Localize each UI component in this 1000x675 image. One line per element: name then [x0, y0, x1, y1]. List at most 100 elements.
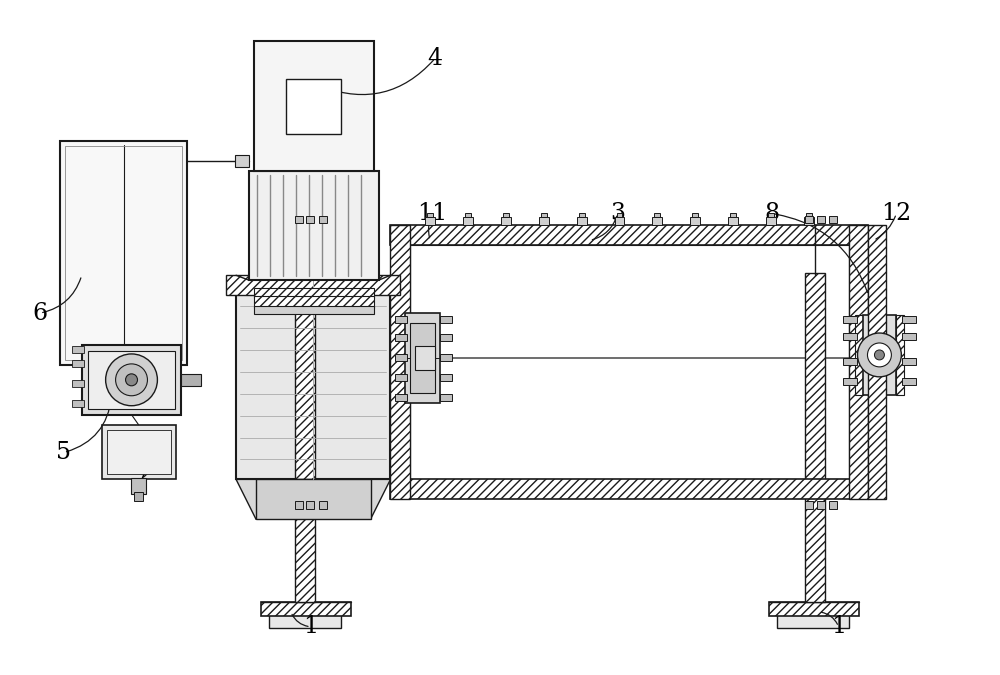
Circle shape: [126, 374, 137, 386]
Circle shape: [867, 343, 891, 367]
Bar: [295, 273, 315, 602]
Bar: [427, 213, 433, 217]
Bar: [692, 213, 698, 217]
Bar: [256, 479, 371, 519]
Bar: [306, 215, 314, 223]
Bar: [254, 288, 374, 298]
Bar: [405, 313, 440, 403]
Bar: [319, 215, 327, 223]
Bar: [863, 315, 896, 395]
Bar: [395, 354, 407, 361]
Bar: [395, 394, 407, 401]
Bar: [286, 79, 341, 134]
Bar: [235, 155, 249, 167]
Bar: [896, 315, 904, 395]
Bar: [306, 502, 314, 510]
Bar: [249, 171, 379, 280]
Bar: [390, 225, 410, 500]
Text: 12: 12: [881, 202, 911, 225]
Text: 3: 3: [610, 202, 625, 225]
Text: 11: 11: [417, 202, 447, 225]
Circle shape: [116, 364, 147, 396]
Bar: [577, 217, 587, 225]
Bar: [102, 425, 176, 479]
Bar: [60, 141, 187, 365]
Bar: [415, 346, 435, 370]
Bar: [805, 273, 825, 602]
Bar: [806, 213, 812, 217]
Bar: [440, 394, 452, 401]
Circle shape: [858, 333, 901, 377]
Bar: [769, 602, 859, 616]
Bar: [843, 378, 857, 385]
Bar: [654, 213, 660, 217]
Circle shape: [106, 354, 157, 406]
Bar: [902, 358, 916, 365]
Bar: [261, 602, 351, 616]
Circle shape: [874, 350, 884, 360]
Bar: [134, 492, 143, 502]
Text: 1: 1: [303, 616, 318, 639]
Bar: [805, 502, 813, 510]
Bar: [541, 213, 547, 217]
Bar: [181, 374, 201, 386]
Bar: [72, 346, 84, 353]
Bar: [902, 378, 916, 385]
Bar: [395, 334, 407, 341]
Bar: [817, 502, 825, 510]
Bar: [615, 217, 624, 225]
Bar: [805, 215, 813, 223]
Bar: [463, 217, 473, 225]
Text: 7: 7: [134, 467, 149, 490]
Bar: [829, 215, 837, 223]
Bar: [730, 213, 736, 217]
Bar: [652, 217, 662, 225]
Bar: [395, 316, 407, 323]
Bar: [868, 225, 886, 500]
Bar: [319, 502, 327, 510]
Bar: [817, 215, 825, 223]
Bar: [254, 306, 374, 314]
Bar: [440, 316, 452, 323]
Bar: [395, 374, 407, 381]
Bar: [579, 213, 585, 217]
Bar: [72, 380, 84, 387]
Bar: [849, 225, 868, 500]
Polygon shape: [236, 479, 390, 519]
Bar: [410, 246, 849, 479]
Bar: [768, 213, 774, 217]
Bar: [131, 479, 146, 494]
Bar: [236, 280, 390, 479]
Bar: [843, 333, 857, 340]
Text: 6: 6: [32, 302, 47, 325]
Bar: [539, 217, 549, 225]
Bar: [777, 614, 849, 628]
Bar: [72, 360, 84, 367]
Text: 1: 1: [831, 616, 846, 639]
Bar: [766, 217, 776, 225]
Bar: [690, 217, 700, 225]
Bar: [226, 275, 400, 295]
Bar: [254, 296, 374, 308]
Bar: [410, 323, 435, 393]
Bar: [390, 479, 868, 500]
Bar: [503, 213, 509, 217]
Bar: [855, 315, 863, 395]
Bar: [440, 354, 452, 361]
Bar: [254, 41, 374, 171]
Bar: [295, 215, 303, 223]
Text: 4: 4: [428, 47, 443, 70]
Bar: [440, 374, 452, 381]
Bar: [72, 400, 84, 407]
Bar: [617, 213, 622, 217]
Text: 8: 8: [764, 202, 779, 225]
Bar: [107, 429, 171, 475]
Bar: [269, 614, 341, 628]
Text: 5: 5: [56, 441, 71, 464]
Bar: [82, 345, 181, 414]
Bar: [728, 217, 738, 225]
Bar: [843, 316, 857, 323]
Bar: [65, 146, 182, 360]
Bar: [902, 316, 916, 323]
Bar: [804, 217, 814, 225]
